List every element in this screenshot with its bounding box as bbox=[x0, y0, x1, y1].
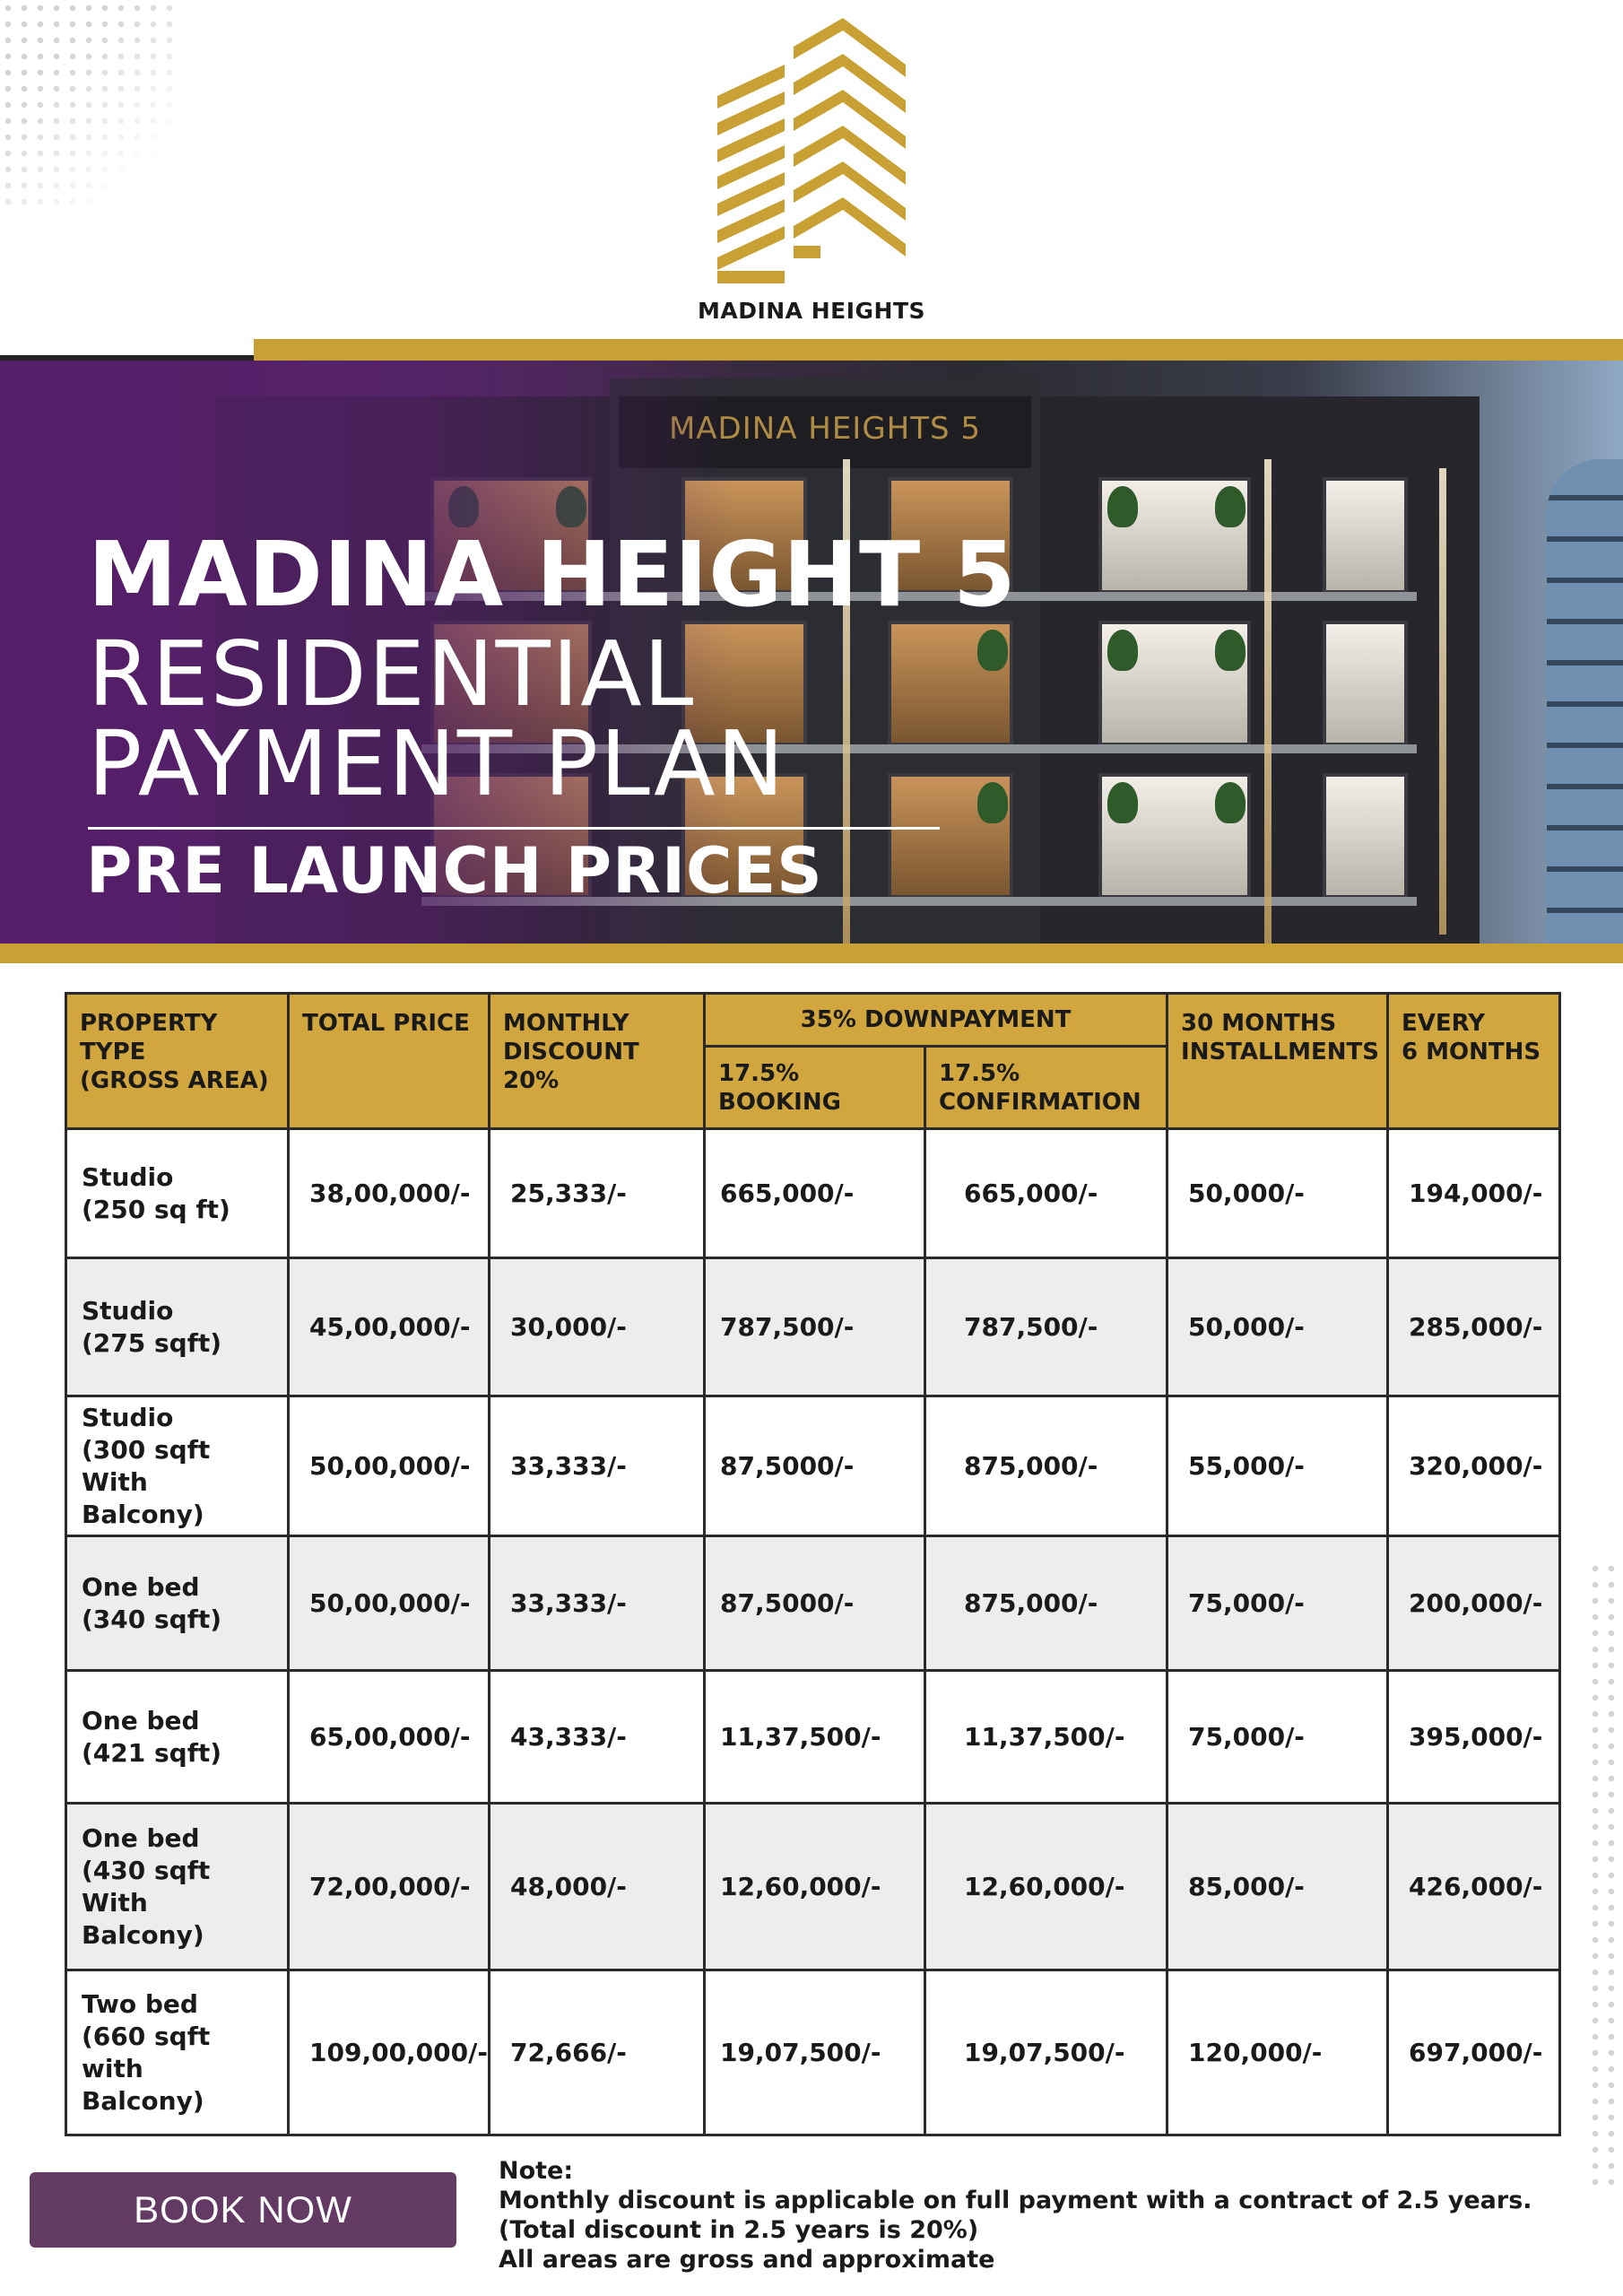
purple-overlay bbox=[0, 361, 735, 944]
divider-stripe bbox=[254, 339, 1623, 361]
confirmation-cell: 875,000/- bbox=[923, 1535, 1169, 1672]
every-6-months-cell: 395,000/- bbox=[1386, 1669, 1562, 1805]
property-type-cell: Studio (250 sq ft) bbox=[65, 1127, 290, 1259]
confirmation-cell: 11,37,500/- bbox=[923, 1669, 1169, 1805]
note-title: Note: bbox=[499, 2157, 574, 2185]
header-booking: 17.5% BOOKING bbox=[703, 1045, 926, 1130]
installment-cell: 50,000/- bbox=[1166, 1127, 1390, 1259]
payment-plan-table: PROPERTY TYPE (GROSS AREA) TOTAL PRICE M… bbox=[65, 992, 1562, 2136]
every-6-months-cell: 285,000/- bbox=[1386, 1257, 1562, 1397]
every-6-months-cell: 320,000/- bbox=[1386, 1395, 1562, 1537]
table-header-row: PROPERTY TYPE (GROSS AREA) TOTAL PRICE M… bbox=[65, 992, 1562, 1130]
hero-title-line2: RESIDENTIAL bbox=[88, 622, 696, 726]
header-downpayment: 35% DOWNPAYMENT bbox=[702, 992, 1169, 1048]
discount-cell: 30,000/- bbox=[488, 1257, 706, 1397]
total-price-cell: 109,00,000/- bbox=[287, 1969, 490, 2136]
table-subheader-row: 17.5% BOOKING 17.5% CONFIRMATION bbox=[66, 1045, 1560, 1130]
madina-heights-logo-icon bbox=[717, 18, 906, 283]
property-type-cell: One bed (340 sqft) bbox=[65, 1535, 290, 1672]
booking-cell: 787,500/- bbox=[703, 1257, 926, 1397]
installment-cell: 55,000/- bbox=[1166, 1395, 1390, 1537]
property-type-cell: One bed (430 sqft With Balcony) bbox=[65, 1802, 290, 1971]
divider-stripe bbox=[0, 944, 1623, 963]
book-now-button[interactable]: BOOK NOW bbox=[30, 2172, 456, 2248]
table-row: Studio (300 sqft With Balcony) 50,00,000… bbox=[65, 1395, 1562, 1537]
discount-cell: 33,333/- bbox=[488, 1535, 706, 1672]
hero-rule bbox=[88, 827, 940, 830]
discount-cell: 25,333/- bbox=[488, 1127, 706, 1259]
confirmation-cell: 875,000/- bbox=[923, 1395, 1169, 1537]
every-6-months-cell: 426,000/- bbox=[1386, 1802, 1562, 1971]
hero-banner: MADINA HEIGHTS 5 MADINA HEIGHT 5 RESIDEN… bbox=[0, 361, 1623, 944]
note-line: (Total discount in 2.5 years is 20%) bbox=[499, 2216, 979, 2244]
table-row: Two bed (660 sqft with Balcony) 109,00,0… bbox=[65, 1969, 1562, 2136]
discount-cell: 72,666/- bbox=[488, 1969, 706, 2136]
table-row: One bed (430 sqft With Balcony) 72,00,00… bbox=[65, 1802, 1562, 1971]
booking-cell: 12,60,000/- bbox=[703, 1802, 926, 1971]
property-type-cell: Studio (300 sqft With Balcony) bbox=[65, 1395, 290, 1537]
hero-subtitle: PRE LAUNCH PRICES bbox=[86, 834, 823, 908]
installment-cell: 75,000/- bbox=[1166, 1669, 1390, 1805]
every-6-months-cell: 697,000/- bbox=[1386, 1969, 1562, 2136]
header-confirmation: 17.5% CONFIRMATION bbox=[923, 1045, 1169, 1130]
decorative-dots bbox=[0, 0, 179, 215]
note-line: All areas are gross and approximate bbox=[499, 2246, 995, 2274]
total-price-cell: 50,00,000/- bbox=[287, 1395, 490, 1537]
header-monthly-discount: MONTHLY DISCOUNT 20% bbox=[488, 992, 706, 1130]
booking-cell: 11,37,500/- bbox=[703, 1669, 926, 1805]
header-every-6-months: EVERY 6 MONTHS bbox=[1386, 992, 1562, 1130]
total-price-cell: 65,00,000/- bbox=[287, 1669, 490, 1805]
table-row: One bed (421 sqft) 65,00,000/- 43,333/- … bbox=[65, 1669, 1562, 1805]
installment-cell: 120,000/- bbox=[1166, 1969, 1390, 2136]
confirmation-cell: 19,07,500/- bbox=[923, 1969, 1169, 2136]
every-6-months-cell: 194,000/- bbox=[1386, 1127, 1562, 1259]
property-type-cell: One bed (421 sqft) bbox=[65, 1669, 290, 1805]
total-price-cell: 45,00,000/- bbox=[287, 1257, 490, 1397]
total-price-cell: 72,00,000/- bbox=[287, 1802, 490, 1971]
installment-cell: 85,000/- bbox=[1166, 1802, 1390, 1971]
divider-stripe bbox=[0, 355, 256, 361]
header-installments: 30 MONTHS INSTALLMENTS bbox=[1166, 992, 1390, 1130]
every-6-months-cell: 200,000/- bbox=[1386, 1535, 1562, 1672]
total-price-cell: 38,00,000/- bbox=[287, 1127, 490, 1259]
confirmation-cell: 787,500/- bbox=[923, 1257, 1169, 1397]
property-type-cell: Two bed (660 sqft with Balcony) bbox=[65, 1969, 290, 2136]
confirmation-cell: 665,000/- bbox=[923, 1127, 1169, 1259]
discount-cell: 43,333/- bbox=[488, 1669, 706, 1805]
note-line: Monthly discount is applicable on full p… bbox=[499, 2187, 1532, 2214]
booking-cell: 87,5000/- bbox=[703, 1395, 926, 1537]
hero-title-line3: PAYMENT PLAN bbox=[88, 711, 786, 816]
header-total-price: TOTAL PRICE bbox=[287, 992, 490, 1130]
installment-cell: 75,000/- bbox=[1166, 1535, 1390, 1672]
hero-title: MADINA HEIGHT 5 bbox=[88, 522, 1017, 627]
header-property-type: PROPERTY TYPE (GROSS AREA) bbox=[65, 992, 290, 1130]
booking-cell: 19,07,500/- bbox=[703, 1969, 926, 2136]
property-type-cell: Studio (275 sqft) bbox=[65, 1257, 290, 1397]
table-row: Studio (275 sqft) 45,00,000/- 30,000/- 7… bbox=[65, 1257, 1562, 1397]
decorative-dots bbox=[1587, 1561, 1623, 2188]
glass-tower bbox=[1547, 459, 1623, 944]
brand-name: MADINA HEIGHTS bbox=[697, 298, 926, 324]
note-block: Note: Monthly discount is applicable on … bbox=[499, 2156, 1575, 2274]
discount-cell: 48,000/- bbox=[488, 1802, 706, 1971]
installment-cell: 50,000/- bbox=[1166, 1257, 1390, 1397]
table-row: Studio (250 sq ft) 38,00,000/- 25,333/- … bbox=[65, 1127, 1562, 1259]
discount-cell: 33,333/- bbox=[488, 1395, 706, 1537]
booking-cell: 87,5000/- bbox=[703, 1535, 926, 1672]
total-price-cell: 50,00,000/- bbox=[287, 1535, 490, 1672]
table-row: One bed (340 sqft) 50,00,000/- 33,333/- … bbox=[65, 1535, 1562, 1672]
booking-cell: 665,000/- bbox=[703, 1127, 926, 1259]
confirmation-cell: 12,60,000/- bbox=[923, 1802, 1169, 1971]
